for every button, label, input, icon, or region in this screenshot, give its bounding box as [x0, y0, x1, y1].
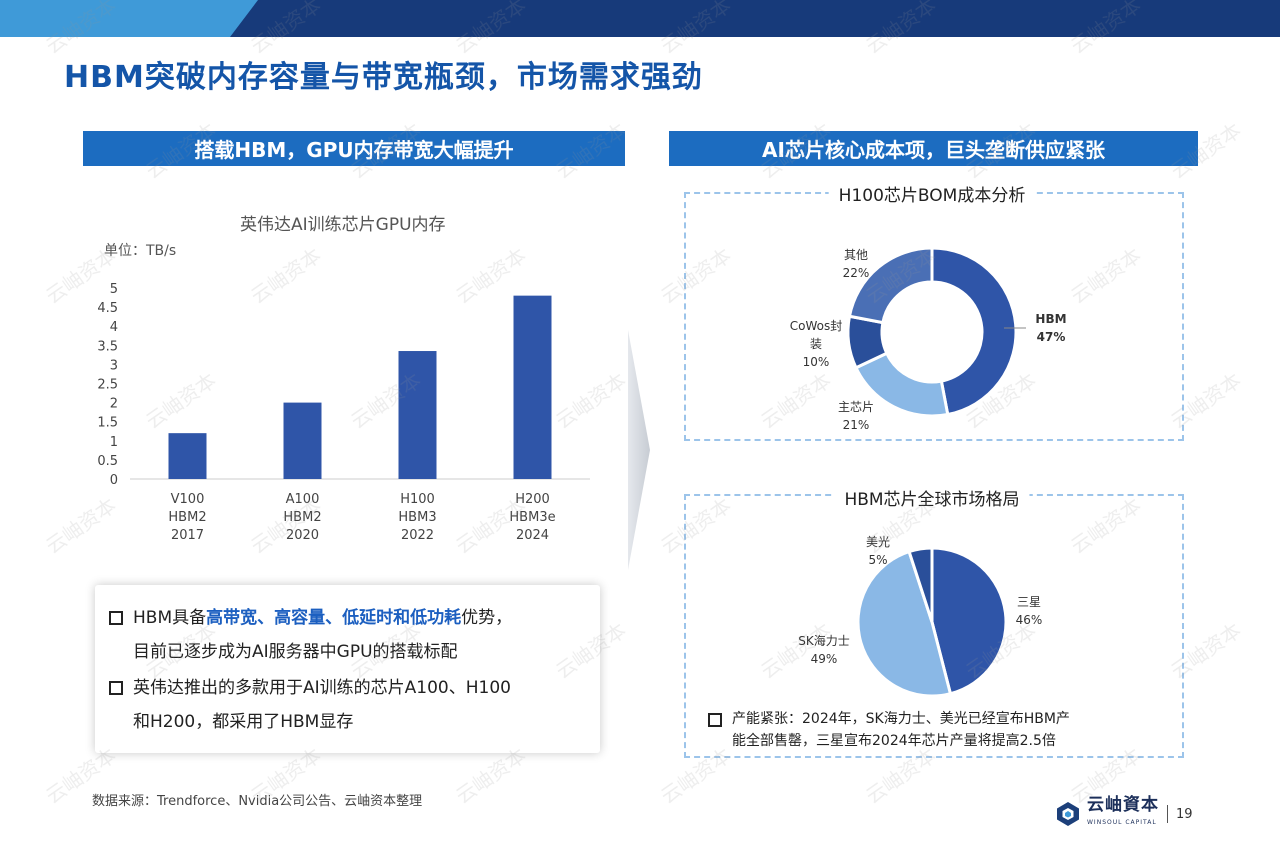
x-tick-label: V100 — [171, 492, 205, 507]
bar — [283, 402, 322, 479]
pie-slice — [907, 546, 934, 623]
pie-chart-title: HBM芯片全球市场格局 — [834, 485, 1030, 510]
slice-label: 5% — [868, 553, 887, 567]
bullet-item: 英伟达推出的多款用于AI训练的芯片A100、H100 和H200，都采用了HBM… — [109, 671, 511, 739]
x-tick-label: HBM2 — [168, 510, 206, 525]
slice-label: 装 — [810, 337, 822, 351]
bar-chart-title: 英伟达AI训练芯片GPU内存 — [240, 215, 446, 235]
bullet-item: HBM具备高带宽、高容量、低延时和低功耗优势， 目前已逐步成为AI服务器中GPU… — [109, 601, 513, 669]
slice-label: 49% — [811, 652, 838, 666]
slice-label: 10% — [803, 355, 830, 369]
x-tick-label: 2017 — [171, 528, 204, 543]
slice-label: 主芯片 — [838, 400, 874, 414]
page-title: HBM突破内存容量与带宽瓶颈，市场需求强劲 — [64, 60, 703, 95]
x-tick-label: HBM2 — [283, 510, 321, 525]
slice-label: CoWos封 — [790, 319, 842, 333]
y-tick-label: 3.5 — [97, 339, 118, 354]
y-tick-label: 3 — [110, 358, 118, 373]
gpu-memory-bar-chart: 0 0.5 1 1.5 2 2.5 3 3.5 4 4.5 5 V100 HBM2 2017 A100 HBM… — [97, 282, 590, 543]
y-tick-label: 1.5 — [97, 416, 118, 431]
x-tick-label: HBM3e — [509, 510, 555, 525]
supply-note: 产能紧张：2024年，SK海力士、美光已经宣布HBM产 能全部售罄，三星宣布20… — [708, 708, 1152, 752]
slice-label: 47% — [1037, 330, 1066, 344]
y-tick-label: 4 — [110, 320, 118, 335]
y-tick-label: 1 — [110, 435, 118, 450]
left-section-header: 搭载HBM，GPU内存带宽大幅提升 — [83, 131, 625, 166]
x-tick-label: H100 — [400, 492, 435, 507]
checkbox-square-icon — [109, 681, 123, 695]
y-tick-label: 2.5 — [97, 378, 118, 393]
slice-label: 美光 — [866, 535, 890, 549]
divider-arrow — [628, 330, 650, 570]
right-section-header: AI芯片核心成本项，巨头垄断供应紧张 — [669, 131, 1198, 166]
checkbox-square-icon — [708, 713, 722, 727]
bar-chart-unit: 单位：TB/s — [104, 243, 177, 259]
slice-label: 22% — [843, 266, 870, 280]
slice-label: 21% — [843, 418, 870, 432]
bar — [513, 295, 552, 479]
winsoul-logo-icon — [1057, 802, 1079, 826]
slice-label: 其他 — [844, 248, 868, 262]
highlights-box: HBM具备高带宽、高容量、低延时和低功耗优势， 目前已逐步成为AI服务器中GPU… — [95, 585, 600, 753]
slice-label: SK海力士 — [798, 633, 850, 648]
slice-label: HBM — [1035, 312, 1066, 326]
note-text: 能全部售罄，三星宣布2024年芯片产量将提高2.5倍 — [732, 733, 1056, 749]
bullet-text: 优势， — [461, 608, 513, 628]
top-bar-accent — [0, 0, 260, 37]
market-share-pie-chart: 三星 46% SK海力士 49% 美光 5% — [798, 535, 1043, 698]
page-separator — [1167, 805, 1168, 823]
slice-label: 46% — [1016, 613, 1043, 627]
data-source: 数据来源：Trendforce、Nvidia公司公告、云岫资本整理 — [92, 794, 423, 809]
footer-logo: 云岫資本 WINSOUL CAPITAL 19 — [1055, 796, 1193, 832]
x-tick-label: A100 — [286, 492, 320, 507]
y-tick-label: 4.5 — [97, 301, 118, 316]
x-tick-label: HBM3 — [398, 510, 436, 525]
x-tick-label: H200 — [515, 492, 550, 507]
logo-name: 云岫資本 — [1087, 795, 1159, 815]
bullet-text: 和H200，都采用了HBM显存 — [133, 712, 354, 732]
pie-slice — [930, 246, 1018, 417]
pie-slice — [847, 246, 934, 325]
x-tick-label: 2020 — [286, 528, 319, 543]
bar — [168, 433, 207, 479]
page-number: 19 — [1176, 806, 1193, 822]
checkbox-square-icon — [109, 611, 123, 625]
bullet-text: 目前已逐步成为AI服务器中GPU的搭载标配 — [133, 642, 458, 662]
slice-label: 三星 — [1017, 595, 1041, 609]
bar — [398, 351, 437, 479]
top-bar — [230, 0, 1280, 37]
logo-text: 云岫資本 WINSOUL CAPITAL — [1087, 796, 1159, 832]
bullet-text: 英伟达推出的多款用于AI训练的芯片A100、H100 — [133, 678, 511, 698]
logo-subtitle: WINSOUL CAPITAL — [1087, 819, 1157, 826]
y-tick-label: 5 — [110, 282, 118, 297]
bullet-text: HBM具备 — [133, 608, 207, 628]
x-tick-label: 2022 — [401, 528, 434, 543]
pie-slice — [856, 549, 953, 698]
y-tick-label: 0.5 — [97, 454, 118, 469]
y-tick-label: 2 — [110, 397, 118, 412]
x-tick-label: 2024 — [516, 528, 549, 543]
donut-chart-title: H100芯片BOM成本分析 — [828, 181, 1036, 206]
pie-slice — [930, 546, 1008, 696]
y-tick-label: 0 — [110, 473, 118, 488]
bullet-highlight: 高带宽、高容量、低延时和低功耗 — [206, 608, 462, 628]
note-text: 产能紧张：2024年，SK海力士、美光已经宣布HBM产 — [732, 711, 1070, 727]
